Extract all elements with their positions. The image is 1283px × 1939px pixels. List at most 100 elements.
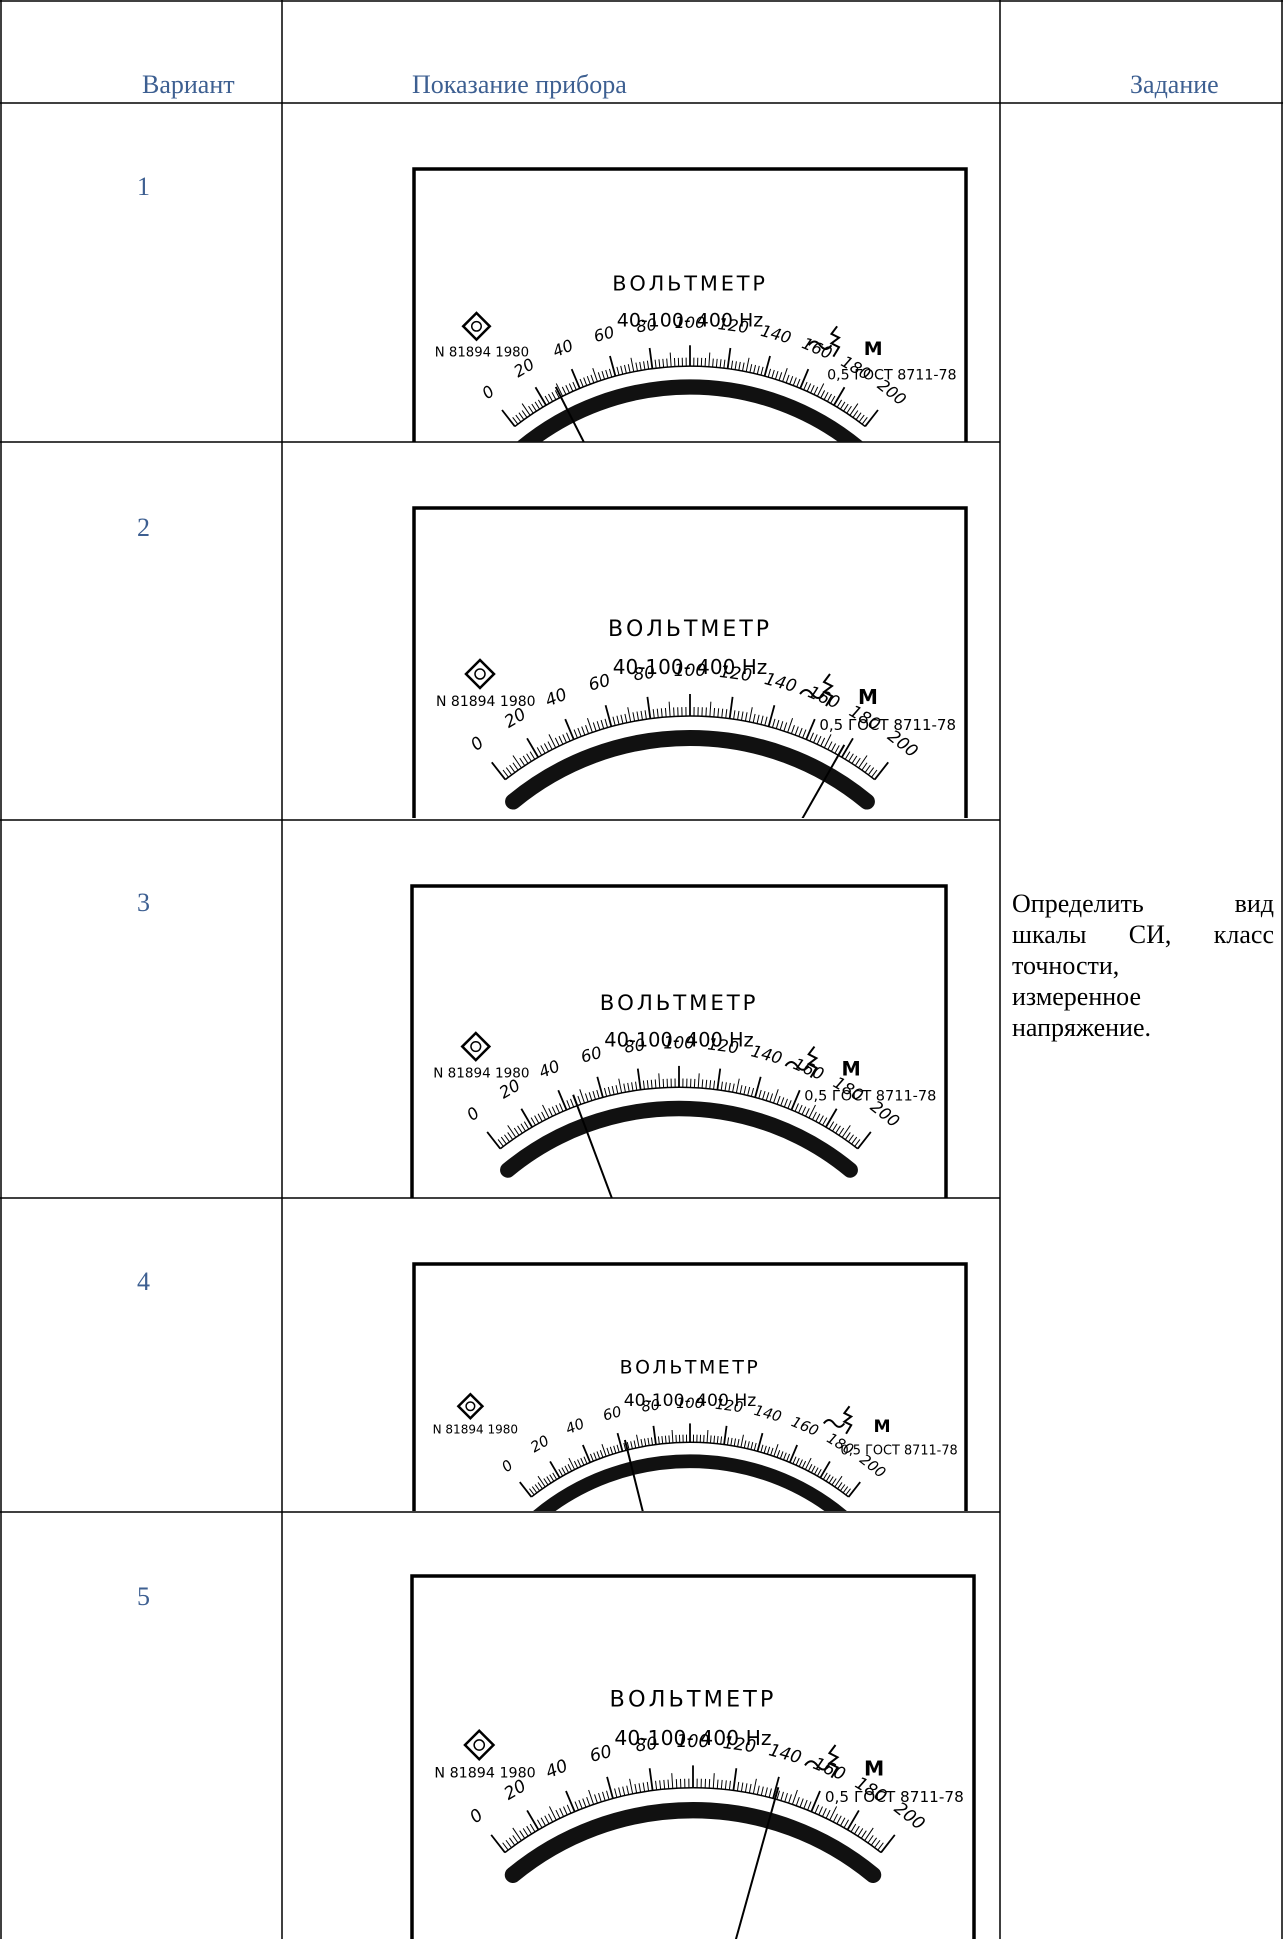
scale-tick	[740, 711, 744, 721]
scale-tick-label: 120	[718, 662, 753, 686]
dial-frame	[412, 506, 968, 818]
scale-tick	[559, 1808, 565, 1817]
position-mark-dot	[473, 1739, 486, 1751]
scale-tick	[596, 1089, 600, 1099]
scale-tick-label: 100	[676, 1732, 709, 1752]
meter-title: ВОЛЬТМЕТР	[608, 617, 772, 642]
scale-tick	[818, 1806, 824, 1816]
scale-tick	[526, 1825, 532, 1835]
scale-tick	[787, 717, 794, 733]
scale-tick	[791, 1789, 798, 1805]
scale-tick	[716, 1436, 719, 1444]
scale-tick	[502, 1842, 509, 1851]
task-line: шкалы СИ, класс	[1012, 920, 1274, 949]
scale-tick	[594, 1794, 598, 1804]
scale-tick	[526, 753, 532, 762]
scale-tick	[846, 405, 852, 414]
scale-tick	[854, 1139, 861, 1147]
variant-number: 1	[137, 172, 150, 201]
scale-tick	[825, 1474, 831, 1482]
scale-tick	[627, 364, 631, 373]
scale-tick	[705, 1079, 708, 1089]
scale-tick	[767, 705, 776, 727]
scale-tick	[502, 769, 509, 778]
scale-tick	[712, 1773, 715, 1789]
scale-tick	[640, 710, 643, 720]
scale-tick	[756, 714, 760, 724]
scale-tick	[782, 368, 788, 382]
scale-tick	[666, 358, 668, 368]
scale-arc	[514, 365, 866, 428]
scale-tick	[634, 1783, 638, 1794]
scale-tick	[806, 383, 812, 392]
scale-tick	[636, 1068, 642, 1090]
scale-tick	[508, 1837, 516, 1846]
scale-tick	[513, 1127, 520, 1136]
serial-label: N 81894 1980	[436, 694, 536, 710]
scale-tick	[736, 1781, 740, 1792]
scale-tick	[750, 1441, 754, 1450]
scale-tick	[822, 1117, 828, 1126]
scale-tick	[709, 1080, 712, 1089]
frequency-label: 40-100- 400 Hz	[604, 1029, 753, 1052]
scale-tick	[642, 1782, 646, 1792]
scale-tick	[520, 1123, 526, 1132]
scale-tick	[742, 362, 745, 372]
scale-tick	[772, 1776, 780, 1799]
scale-tick-label: 0	[467, 733, 488, 755]
scale-tick	[864, 764, 871, 773]
scale-tick	[766, 1446, 771, 1455]
scale-tick	[857, 1828, 864, 1837]
scale-tick	[562, 1806, 568, 1816]
scale-tick	[747, 1441, 750, 1449]
scale-tick	[752, 1778, 757, 1794]
scale-tick	[725, 709, 728, 719]
scale-tick	[512, 755, 522, 769]
scale-tick	[712, 358, 714, 368]
scale-tick	[529, 751, 536, 760]
scale-tick	[838, 1127, 845, 1136]
scale-tick-label: 60	[601, 1403, 623, 1424]
scale-tick	[520, 1108, 533, 1128]
scale-tick	[584, 1093, 589, 1102]
scale-tick	[658, 359, 661, 368]
meter-needle	[572, 1094, 613, 1198]
scale-tick	[747, 1086, 751, 1096]
scale-tick	[523, 1121, 530, 1130]
scale-tick-label: 80	[634, 1734, 658, 1757]
scale-tick	[662, 358, 665, 368]
scale-tick	[709, 701, 712, 717]
scale-tick	[626, 1785, 630, 1795]
standard-label: 0,5 ГОСТ 8711-78	[825, 1788, 964, 1806]
scale-tick	[831, 1478, 837, 1486]
frequency-label: 40-100- 400 Hz	[617, 309, 763, 331]
scale-tick	[753, 364, 757, 374]
meter-needle	[554, 386, 585, 442]
scale-tick	[848, 1134, 854, 1143]
scale-tick	[671, 1429, 674, 1443]
scale-tick	[501, 409, 516, 427]
scale-arc	[504, 1787, 882, 1854]
scale-tick	[807, 1801, 812, 1811]
scale-tick	[792, 1456, 797, 1464]
scale-tick	[509, 764, 516, 773]
scale-tick-label: 140	[749, 1041, 784, 1068]
scale-tick	[726, 347, 732, 369]
scale-tick	[642, 1080, 645, 1090]
scale-tick	[737, 1439, 740, 1447]
scale-tick	[577, 727, 582, 737]
scale-tick-label: 120	[717, 314, 750, 337]
scale-tick	[579, 1089, 585, 1104]
scale-tick	[667, 1779, 670, 1789]
scale-tick	[808, 1104, 816, 1119]
scale-tick	[844, 1132, 851, 1140]
scale-tick	[522, 1828, 529, 1837]
scale-tick	[582, 1444, 592, 1463]
mechanism-letter: M	[874, 1417, 891, 1437]
mirror-band	[505, 730, 875, 810]
scale-tick	[551, 391, 557, 400]
scale-tick	[574, 1801, 579, 1811]
scale-tick	[744, 712, 748, 722]
mechanism-letter: M	[864, 338, 883, 360]
scale-tick	[643, 361, 646, 370]
